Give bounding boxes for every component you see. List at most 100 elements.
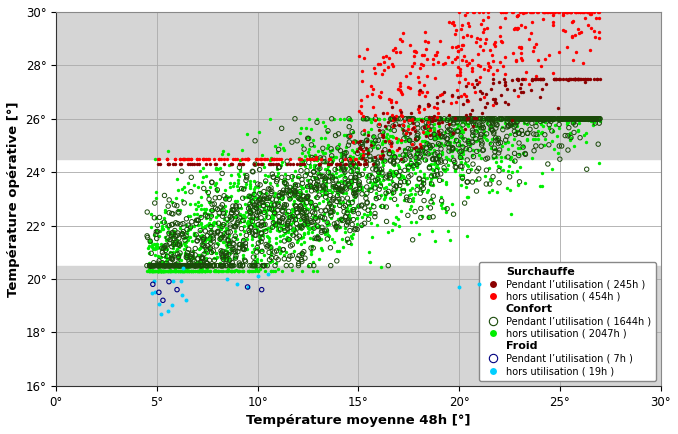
Point — [391, 183, 402, 190]
Point — [544, 115, 555, 122]
Point — [370, 213, 380, 220]
Point — [321, 145, 332, 152]
Point — [594, 115, 605, 122]
Point — [335, 161, 346, 168]
Point — [178, 245, 189, 252]
Point — [494, 116, 504, 123]
Point — [383, 136, 394, 143]
Point — [244, 229, 255, 236]
Point — [479, 115, 490, 122]
Point — [232, 235, 243, 242]
Point — [508, 158, 519, 164]
Point — [339, 167, 350, 174]
Point — [302, 193, 313, 200]
Point — [222, 233, 233, 240]
Point — [574, 115, 584, 122]
Point — [567, 115, 578, 122]
Point — [520, 115, 531, 122]
Point — [337, 217, 348, 224]
Point — [277, 208, 288, 215]
Point — [273, 266, 283, 273]
Point — [295, 129, 306, 136]
Point — [559, 115, 570, 122]
Point — [520, 115, 531, 122]
Point — [538, 115, 549, 122]
Point — [574, 120, 585, 127]
Point — [513, 76, 524, 83]
Point — [246, 249, 257, 256]
Point — [544, 124, 555, 131]
Point — [569, 115, 580, 122]
Point — [155, 267, 166, 274]
Point — [214, 194, 224, 201]
Point — [180, 253, 191, 260]
Point — [269, 249, 280, 256]
Point — [399, 175, 410, 182]
Point — [484, 126, 495, 133]
Point — [463, 121, 474, 128]
Point — [443, 121, 454, 128]
Point — [153, 260, 164, 267]
Point — [475, 131, 486, 138]
Point — [564, 115, 575, 122]
Point — [505, 115, 516, 122]
Point — [375, 132, 386, 139]
Point — [543, 115, 554, 122]
Point — [433, 59, 443, 66]
Point — [224, 257, 235, 264]
Point — [477, 109, 487, 116]
Point — [225, 213, 236, 220]
Point — [240, 240, 251, 247]
Point — [477, 122, 487, 129]
Point — [228, 179, 239, 186]
Point — [343, 142, 354, 149]
Point — [397, 90, 407, 97]
Point — [279, 255, 290, 262]
Point — [165, 267, 176, 274]
Point — [562, 9, 573, 16]
Point — [199, 222, 210, 229]
Point — [306, 250, 317, 257]
Point — [327, 194, 338, 201]
Point — [444, 237, 455, 243]
Point — [564, 115, 575, 122]
Point — [194, 155, 205, 162]
Point — [267, 258, 278, 265]
Point — [554, 76, 565, 82]
Point — [516, 115, 527, 122]
Point — [361, 173, 372, 180]
Point — [386, 139, 397, 146]
Point — [382, 171, 393, 178]
Point — [443, 140, 454, 147]
Point — [328, 238, 339, 245]
Point — [475, 115, 486, 122]
Point — [564, 115, 575, 122]
Point — [567, 75, 578, 82]
Point — [186, 251, 197, 258]
Point — [271, 254, 281, 261]
Point — [550, 115, 561, 122]
Point — [212, 253, 222, 260]
Point — [574, 115, 584, 122]
Point — [186, 250, 197, 256]
Point — [175, 277, 186, 284]
Point — [163, 307, 174, 314]
Point — [195, 227, 205, 234]
Point — [447, 146, 458, 153]
Point — [395, 36, 405, 43]
Point — [153, 267, 164, 274]
Point — [357, 78, 367, 85]
Point — [152, 222, 163, 229]
Point — [294, 222, 305, 229]
Point — [298, 230, 309, 237]
Point — [238, 212, 249, 219]
Point — [148, 240, 159, 247]
Point — [164, 262, 175, 269]
Point — [161, 155, 172, 162]
Point — [506, 154, 517, 161]
Point — [219, 252, 230, 259]
Point — [448, 157, 459, 164]
Point — [157, 267, 167, 274]
Point — [386, 112, 397, 118]
Point — [281, 161, 292, 168]
